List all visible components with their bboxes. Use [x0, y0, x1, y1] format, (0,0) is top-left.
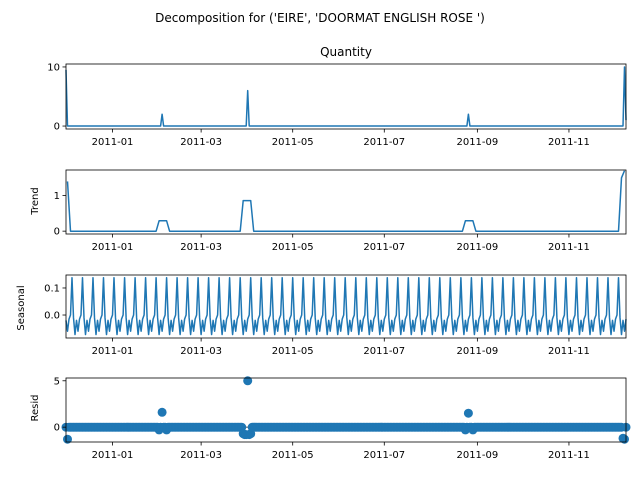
- y-tick-label: 1: [54, 191, 60, 202]
- x-tick-label: 2011-09: [456, 450, 498, 461]
- x-tick-label: 2011-07: [363, 346, 405, 357]
- axes-frame: [65, 169, 627, 235]
- resid-point: [243, 376, 253, 386]
- x-tick-label: 2011-05: [272, 450, 314, 461]
- resid-point: [157, 407, 167, 417]
- figure-suptitle: Decomposition for ('EIRE', 'DOORMAT ENGL…: [155, 11, 485, 25]
- y-tick-label: 0.0: [44, 311, 60, 322]
- x-tick-label: 2011-01: [92, 242, 134, 253]
- x-tick-label: 2011-07: [363, 242, 405, 253]
- panel-seasonal: Seasonal 0.0 0.1 2011-01 2011-03 2011-05 2011…: [16, 274, 627, 357]
- x-tick-label: 2011-01: [92, 137, 134, 148]
- x-tick-label: 2011-07: [363, 137, 405, 148]
- series-line-quantity: [65, 66, 627, 127]
- y-tick-label: 0: [54, 122, 60, 133]
- y-tick-label: 10: [47, 62, 60, 73]
- x-tick-label: 2011-03: [180, 346, 222, 357]
- x-tick-label: 2011-07: [363, 450, 405, 461]
- x-tick-label: 2011-09: [456, 242, 498, 253]
- axes-frame: [65, 63, 627, 130]
- y-tick-label: 0: [54, 423, 60, 434]
- x-tick-label: 2011-11: [548, 450, 590, 461]
- y-tick-label: 0: [54, 227, 60, 238]
- x-tick-label: 2011-03: [180, 137, 222, 148]
- axes-frame: [65, 377, 627, 443]
- x-tick-label: 2011-01: [92, 450, 134, 461]
- resid-point: [463, 408, 473, 418]
- x-tick-label: 2011-03: [180, 450, 222, 461]
- panel-trend: Trend 0 1 2011-01 2011-03 2011-05 2011-07 2011…: [30, 169, 627, 253]
- y-tick-label: 0.1: [44, 283, 60, 294]
- ylabel-resid: Resid: [30, 395, 41, 422]
- y-tick-label: 5: [54, 376, 60, 387]
- x-tick-label: 2011-11: [548, 346, 590, 357]
- x-tick-label: 2011-09: [456, 346, 498, 357]
- panel-resid: Resid 0 5 2011-01 2011-03 2011-05 2011-07 2011…: [30, 376, 631, 461]
- x-tick-label: 2011-01: [92, 346, 134, 357]
- axes-frame: [65, 274, 627, 339]
- series-line-seasonal: [65, 276, 627, 336]
- ylabel-trend: Trend: [30, 187, 41, 215]
- x-tick-label: 2011-09: [456, 137, 498, 148]
- x-tick-label: 2011-03: [180, 242, 222, 253]
- panel-quantity: Quantity 0 10 2011-01 2011-03 2011-05 2011-07…: [47, 45, 627, 148]
- x-tick-label: 2011-05: [272, 137, 314, 148]
- panel-title-quantity: Quantity: [320, 45, 372, 59]
- x-tick-label: 2011-11: [548, 242, 590, 253]
- ylabel-seasonal: Seasonal: [16, 285, 27, 330]
- resid-point: [63, 434, 72, 444]
- resid-point: [620, 434, 629, 444]
- x-tick-label: 2011-05: [272, 242, 314, 253]
- x-tick-label: 2011-05: [272, 346, 314, 357]
- series-line-trend: [66, 170, 626, 232]
- x-tick-label: 2011-11: [548, 137, 590, 148]
